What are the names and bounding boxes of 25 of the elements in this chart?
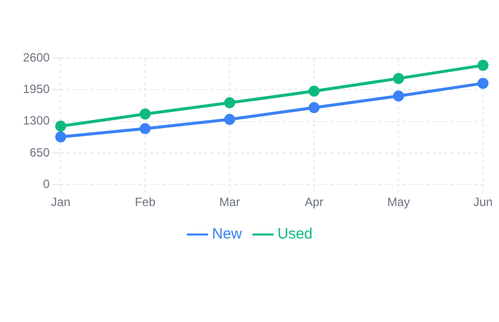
y-tick-label: 1300 (22, 114, 50, 128)
point (140, 123, 151, 134)
point (55, 131, 66, 142)
legend-label: New (212, 226, 242, 243)
y-tick-label: 650 (30, 145, 50, 160)
point (393, 90, 404, 102)
legend-label: Used (277, 226, 313, 243)
x-tick-label: Jun (473, 195, 493, 210)
y-tick-label: 1950 (22, 82, 50, 96)
x-tick-label: Feb (134, 195, 156, 210)
point (224, 114, 236, 125)
point (393, 72, 404, 84)
point (478, 60, 488, 71)
x-tick-label: Mar (219, 195, 240, 210)
y-tick-label: 2600 (22, 50, 50, 64)
point (140, 108, 151, 120)
point (308, 102, 320, 114)
point (308, 86, 320, 97)
x-tick-label: Jan (51, 195, 70, 210)
x-tick-label: May (387, 195, 410, 210)
point (478, 78, 488, 89)
point (55, 120, 66, 132)
y-tick-label: 0 (43, 176, 50, 191)
point (224, 97, 236, 108)
x-tick-label: Apr (304, 195, 324, 210)
